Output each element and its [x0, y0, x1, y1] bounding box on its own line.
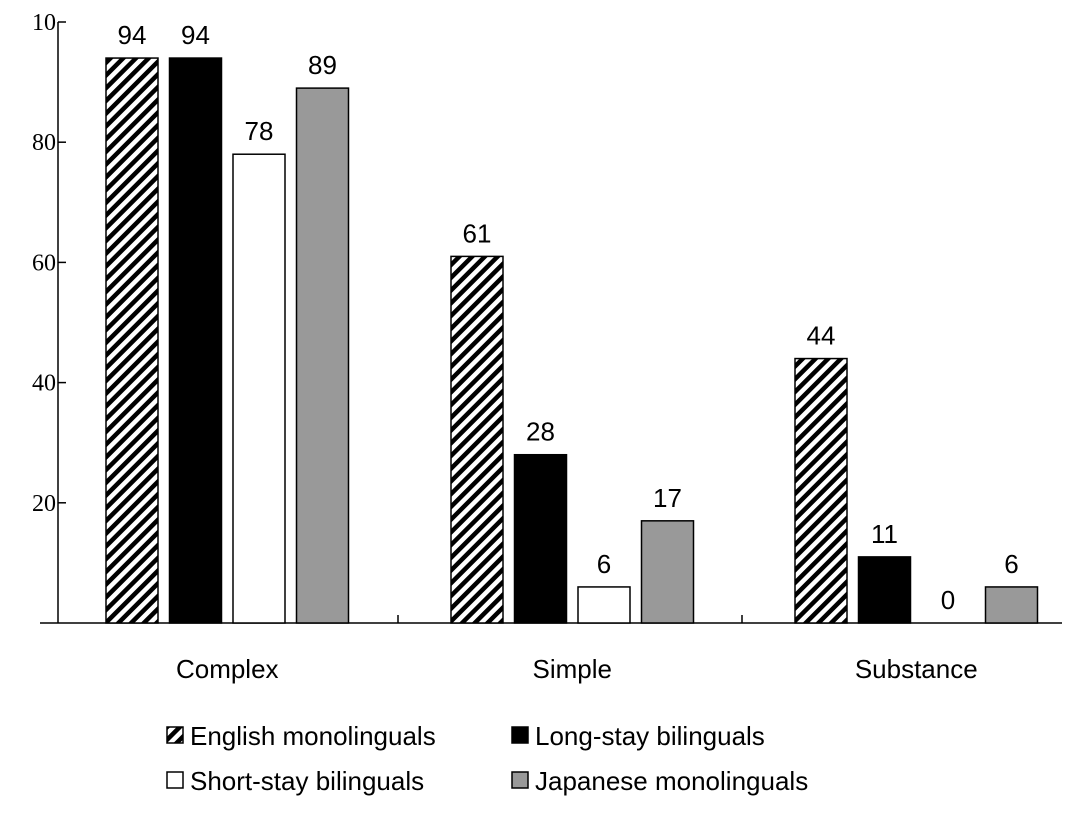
data-label: 61 [463, 218, 492, 248]
data-label: 89 [308, 50, 337, 80]
legend-label: Long-stay bilinguals [535, 721, 765, 751]
bar [105, 57, 159, 624]
legend-label: Short-stay bilinguals [190, 766, 424, 796]
data-label: 94 [181, 20, 210, 50]
y-tick-label: 10 [32, 10, 56, 36]
bar [577, 586, 631, 624]
data-label: 78 [245, 116, 274, 146]
y-tick-label: 40 [32, 371, 56, 397]
legend-label: English monolinguals [190, 721, 436, 751]
legend-swatch [166, 726, 184, 744]
bar [295, 87, 350, 624]
y-tick-label: 60 [32, 250, 56, 276]
legend-label: Japanese monolinguals [535, 766, 808, 796]
data-label: 94 [118, 20, 147, 50]
legend-swatch [166, 771, 184, 789]
bar [513, 453, 568, 624]
bar [168, 57, 223, 624]
bar [232, 153, 286, 624]
bar [450, 255, 504, 624]
data-label: 11 [871, 519, 898, 549]
y-tick-label: 20 [32, 491, 56, 517]
y-tick-label: 80 [32, 130, 56, 156]
bar [794, 357, 848, 624]
data-label: 28 [526, 417, 555, 447]
legend-swatch [511, 771, 529, 789]
bar [984, 586, 1039, 624]
data-label: 6 [597, 549, 611, 579]
x-category-label: Complex [176, 654, 279, 684]
data-label: 0 [941, 585, 955, 615]
data-label: 17 [653, 483, 682, 513]
data-label: 44 [807, 321, 836, 351]
legend-swatch [511, 726, 529, 744]
x-category-label: Simple [533, 654, 612, 684]
x-category-label: Substance [855, 654, 978, 684]
data-label: 6 [1004, 549, 1018, 579]
bar [640, 520, 695, 624]
bar [857, 556, 912, 624]
